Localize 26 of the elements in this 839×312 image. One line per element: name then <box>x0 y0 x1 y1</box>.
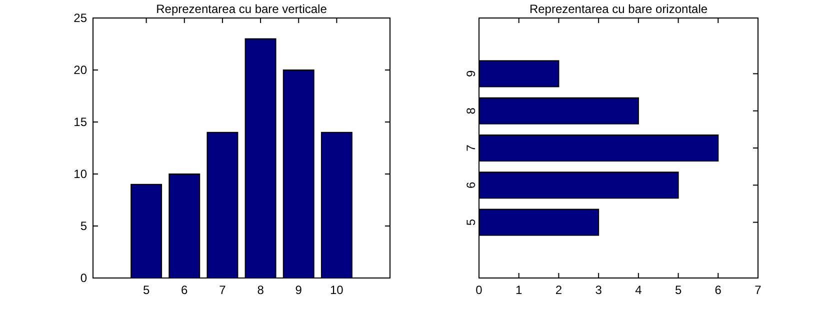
y-tick-label: 8 <box>464 107 478 114</box>
x-tick-label: 2 <box>555 283 562 297</box>
y-tick-label: 5 <box>464 218 478 226</box>
x-tick-label: 1 <box>516 283 523 297</box>
y-tick-label: 15 <box>74 115 88 130</box>
x-tick-label: 9 <box>295 283 302 297</box>
x-tick-label: 6 <box>181 283 188 297</box>
y-tick-label: 25 <box>74 11 88 26</box>
chart-title: Reprezentarea cu bare verticale <box>156 2 328 16</box>
x-tick-label: 5 <box>142 283 150 297</box>
x-tick-label: 4 <box>635 283 642 297</box>
x-tick-label: 10 <box>330 283 344 297</box>
x-tick-label: 5 <box>674 283 682 297</box>
chart-title: Reprezentarea cu bare orizontale <box>529 2 708 16</box>
x-tick-label: 8 <box>257 283 264 297</box>
x-tick-label: 7 <box>754 283 762 297</box>
x-tick-label: 6 <box>714 283 722 297</box>
y-tick-label: 5 <box>80 219 88 234</box>
y-tick-label: 7 <box>464 144 478 152</box>
y-tick-label: 0 <box>80 271 88 286</box>
x-tick-label: 7 <box>219 283 226 297</box>
y-tick-label: 9 <box>464 70 478 78</box>
y-tick-label: 10 <box>74 167 88 182</box>
y-tick-label: 20 <box>74 63 88 78</box>
x-tick-label: 3 <box>595 283 602 297</box>
y-tick-label: 6 <box>464 181 478 188</box>
